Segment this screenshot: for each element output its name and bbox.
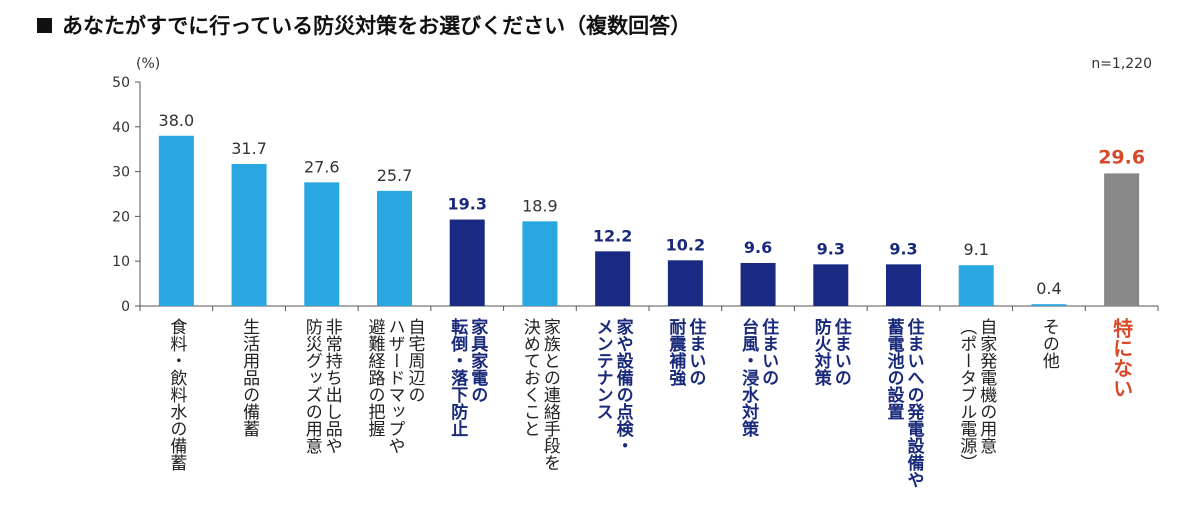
bar (958, 265, 994, 306)
data-label: 9.1 (963, 240, 988, 259)
category-label: 住まいの (758, 317, 779, 386)
category-label: 特にない (1110, 317, 1134, 398)
category-label: 住まいへの発電設備や (904, 317, 926, 488)
category-label: 防火対策 (811, 317, 833, 387)
bar (449, 219, 485, 306)
bar (522, 221, 558, 306)
category-label: 蓄電池の設置 (884, 317, 905, 420)
bar (1104, 173, 1140, 306)
data-label: 0.4 (1036, 279, 1061, 298)
sample-size-label: n=1,220 (1091, 56, 1152, 72)
data-label: 38.0 (159, 111, 195, 130)
category-label: 決めておくこと (520, 318, 541, 437)
bar (158, 135, 194, 306)
category-label: その他 (1039, 318, 1060, 369)
y-tick-label: 0 (121, 299, 130, 315)
data-label: 9.3 (889, 239, 917, 258)
category-label: ハザードマップや (385, 318, 405, 454)
category-label: 転倒・落下防止 (447, 317, 469, 437)
bar (667, 260, 703, 306)
category-label: 自家発電機の用意 (976, 318, 997, 454)
bar (595, 251, 631, 306)
category-label: 食料・飲料水の備蓄 (166, 318, 187, 471)
title-square-icon (37, 18, 52, 33)
category-label: 家族との連絡手段を (540, 318, 561, 471)
axes: 0 10 20 30 40 50 (112, 75, 1159, 315)
bars: 38.0 31.7 27.6 25.7 19.3 18.9 12.2 10.2 9.6 9.3 9.… (158, 111, 1145, 306)
y-tick-label: 30 (112, 165, 130, 181)
category-label: 非常持ち出し品や (322, 318, 343, 454)
y-unit-label: (%) (136, 56, 160, 72)
category-label: 住まいの (685, 317, 706, 386)
category-label: 避難経路の把握 (365, 318, 386, 438)
data-label: 10.2 (666, 235, 705, 254)
bar (1031, 304, 1067, 306)
bar (304, 182, 340, 306)
data-label: 9.3 (817, 239, 845, 258)
bar (740, 262, 776, 306)
data-label: 27.6 (304, 157, 340, 176)
category-label: 家具家電の (467, 317, 489, 403)
data-label: 12.2 (593, 226, 632, 245)
y-tick-label: 40 (112, 120, 130, 136)
bar (231, 163, 267, 306)
data-label: 19.3 (447, 195, 486, 214)
category-label: 自宅周辺の (405, 318, 426, 403)
y-tick-label: 50 (112, 75, 130, 91)
category-label: メンテナンス (593, 318, 613, 420)
data-label: 18.9 (522, 196, 558, 215)
chart-title: あなたがすでに行っている防災対策をお選びください（複数回答） (62, 14, 691, 38)
category-label: 住まいの (831, 317, 852, 386)
bar (813, 264, 849, 306)
category-label: 防災グッズの用意 (302, 318, 323, 454)
category-label: 生活用品の備蓄 (239, 318, 259, 437)
y-tick-label: 20 (112, 209, 130, 225)
data-label: 9.6 (744, 238, 772, 257)
y-tick-label: 10 (112, 254, 130, 270)
data-label: 25.7 (377, 166, 413, 185)
data-label: 31.7 (231, 139, 267, 158)
bar (377, 190, 412, 306)
category-label: 耐震補強 (665, 317, 687, 387)
category-label: 家や設備の点検・ (613, 317, 634, 454)
data-label: 29.6 (1098, 146, 1145, 168)
bar (886, 264, 921, 306)
category-label: （ポータブル電源） (956, 318, 977, 471)
category-label: 台風・浸水対策 (738, 317, 760, 438)
